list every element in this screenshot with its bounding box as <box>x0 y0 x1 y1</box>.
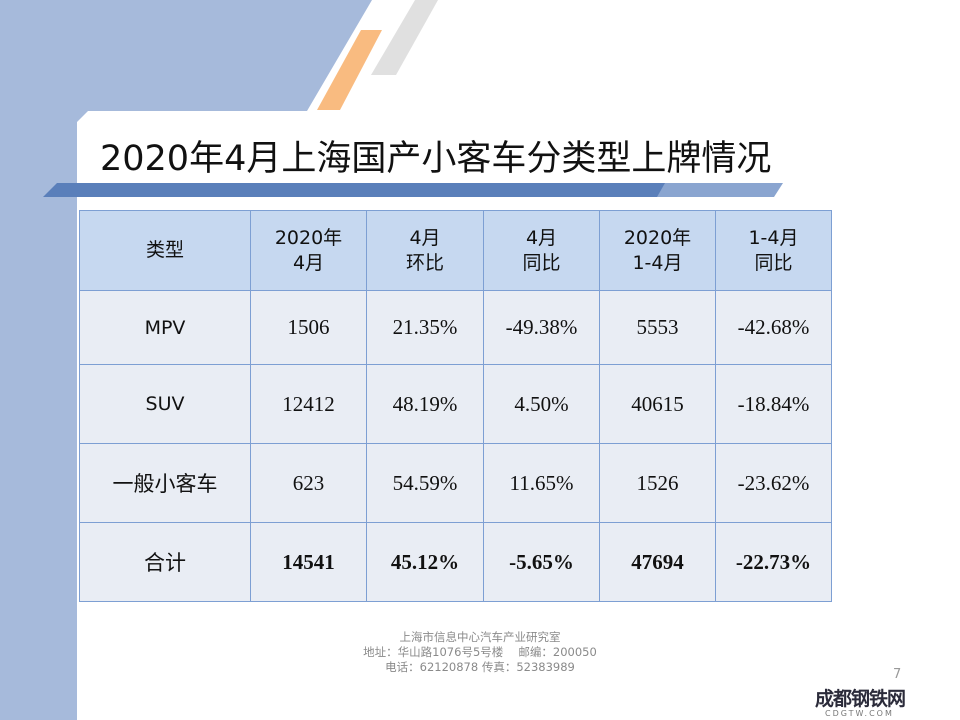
cell: 45.12% <box>366 522 484 602</box>
cell: -23.62% <box>715 443 832 523</box>
cell: 21.35% <box>366 290 484 365</box>
cell: -5.65% <box>483 522 600 602</box>
header-cell: 4月 环比 <box>366 210 484 291</box>
blue-corner-shape <box>0 0 372 720</box>
cell: SUV <box>79 364 251 444</box>
cell: 40615 <box>599 364 716 444</box>
table-row: 一般小客车 623 54.59% 11.65% 1526 -23.62% <box>79 443 832 523</box>
orange-stripe <box>317 30 382 110</box>
cell: 1506 <box>250 290 367 365</box>
cell: 4.50% <box>483 364 600 444</box>
cell: 48.19% <box>366 364 484 444</box>
header-cell: 1-4月 同比 <box>715 210 832 291</box>
cell: 一般小客车 <box>79 443 251 523</box>
page-title: 2020年4月上海国产小客车分类型上牌情况 <box>100 139 772 179</box>
cell: MPV <box>79 290 251 365</box>
footer-org: 上海市信息中心汽车产业研究室 <box>399 630 561 644</box>
header-cell: 4月 同比 <box>483 210 600 291</box>
cell: 12412 <box>250 364 367 444</box>
cell: 47694 <box>599 522 716 602</box>
cell: 54.59% <box>366 443 484 523</box>
header-cell: 类型 <box>79 210 251 291</box>
header-cell: 2020年 4月 <box>250 210 367 291</box>
footer-contact: 上海市信息中心汽车产业研究室 地址：华山路1076号5号楼 邮编：200050 … <box>320 630 640 675</box>
watermark-logo: 成都钢铁网 CDGTW.COM <box>815 688 906 719</box>
table-row: SUV 12412 48.19% 4.50% 40615 -18.84% <box>79 364 832 444</box>
page-number: 7 <box>893 667 902 682</box>
title-bar-dark <box>43 183 680 197</box>
cell: 11.65% <box>483 443 600 523</box>
data-table: 类型 2020年 4月 4月 环比 4月 同比 2020年 1-4月 1-4月 同比 MP… <box>79 210 832 602</box>
cell: 14541 <box>250 522 367 602</box>
table-total-row: 合计 14541 45.12% -5.65% 47694 -22.73% <box>79 522 832 602</box>
cell: 623 <box>250 443 367 523</box>
table-header-row: 类型 2020年 4月 4月 环比 4月 同比 2020年 1-4月 1-4月 同比 <box>79 210 832 291</box>
cell: 5553 <box>599 290 716 365</box>
footer-address: 地址：华山路1076号5号楼 邮编：200050 <box>363 645 597 659</box>
table-row: MPV 1506 21.35% -49.38% 5553 -42.68% <box>79 290 832 365</box>
cell: -42.68% <box>715 290 832 365</box>
cell: -22.73% <box>715 522 832 602</box>
header-cell: 2020年 1-4月 <box>599 210 716 291</box>
cell: -49.38% <box>483 290 600 365</box>
watermark-domain: CDGTW.COM <box>825 709 894 718</box>
cell: 1526 <box>599 443 716 523</box>
cell: 合计 <box>79 522 251 602</box>
footer-phone: 电话：62120878 传真：52383989 <box>385 660 575 674</box>
title-bar-light <box>657 183 783 197</box>
cell: -18.84% <box>715 364 832 444</box>
gray-stripe <box>371 0 438 75</box>
watermark-name: 成都钢铁网 <box>815 688 906 710</box>
